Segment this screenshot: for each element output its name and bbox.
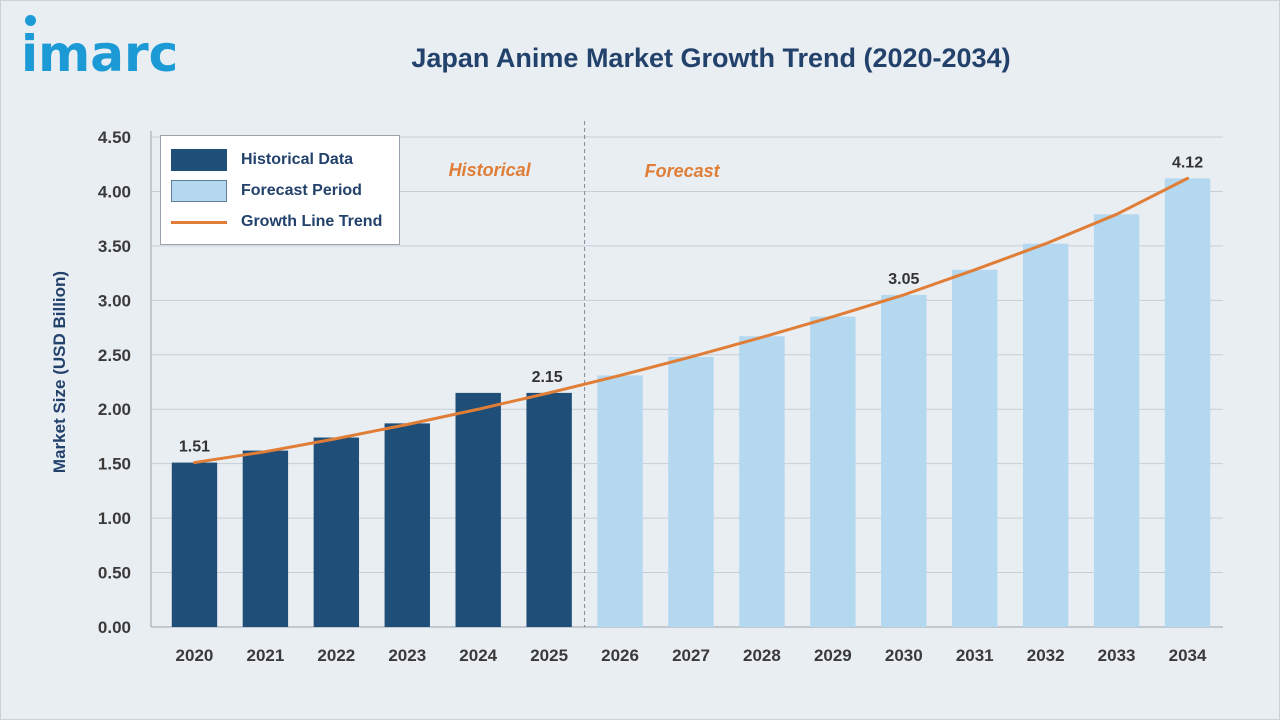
legend-item-historical: Historical Data (171, 148, 353, 172)
legend-item-growth-line: Growth Line Trend (171, 210, 382, 234)
bar-2031 (952, 269, 998, 627)
x-tick-label: 2026 (601, 646, 639, 665)
bar-2023 (384, 423, 430, 627)
x-tick-label: 2028 (743, 646, 781, 665)
y-tick-label: 2.50 (98, 346, 131, 365)
bar-2026 (597, 375, 643, 627)
x-tick-label: 2027 (672, 646, 710, 665)
x-tick-label: 2031 (956, 646, 994, 665)
bar-2025 (526, 392, 572, 627)
bar-2020 (171, 462, 218, 627)
chart-title: Japan Anime Market Growth Trend (2020-20… (411, 43, 1011, 73)
bar-2034 (1164, 178, 1211, 627)
imarc-logo: imarc (21, 25, 179, 83)
x-tick-label: 2029 (814, 646, 852, 665)
chart-legend: Historical Data Forecast Period Growth L… (160, 135, 400, 245)
y-tick-label: 0.50 (98, 564, 131, 583)
data-label-2034: 4.12 (1172, 154, 1203, 171)
x-tick-label: 2021 (246, 646, 284, 665)
forecast-period-label: Forecast (645, 161, 721, 181)
growth-trend-line (192, 176, 1190, 465)
x-tick-label: 2030 (885, 646, 923, 665)
x-tick-label: 2033 (1098, 646, 1136, 665)
y-tick-label: 4.50 (98, 128, 131, 147)
bar-2022 (313, 437, 360, 627)
x-tick-label: 2034 (1169, 646, 1207, 665)
y-tick-label: 0.00 (98, 618, 131, 637)
x-tick-label: 2023 (388, 646, 426, 665)
bar-2032 (1022, 243, 1069, 627)
bar-2024 (455, 392, 501, 627)
historical-period-label: Historical (449, 160, 532, 180)
legend-swatch-forecast (171, 180, 227, 202)
bar-2033 (1093, 214, 1140, 628)
x-tick-label: 2032 (1027, 646, 1065, 665)
legend-label-forecast: Forecast Period (241, 182, 362, 199)
x-tick-label: 2025 (530, 646, 568, 665)
y-tick-label: 1.00 (98, 509, 131, 528)
logo-dot (25, 15, 36, 26)
data-label-2025: 2.15 (532, 369, 563, 386)
y-tick-label: 2.00 (98, 400, 131, 419)
bar-2030 (881, 294, 927, 627)
y-axis-title: Market Size (USD Billion) (50, 271, 69, 473)
x-tick-label: 2020 (176, 646, 214, 665)
data-label-2030: 3.05 (888, 271, 919, 288)
data-label-2020: 1.51 (179, 439, 210, 456)
x-tick-label: 2022 (317, 646, 355, 665)
legend-swatch-historical (171, 149, 227, 171)
bar-2021 (242, 450, 289, 627)
legend-label-growth-line: Growth Line Trend (241, 213, 383, 230)
y-tick-label: 3.50 (98, 237, 131, 256)
bar-2027 (668, 356, 714, 627)
x-tick-label: 2024 (459, 646, 497, 665)
y-tick-label: 4.00 (98, 182, 131, 201)
bar-2029 (810, 316, 856, 627)
y-tick-label: 1.50 (98, 455, 131, 474)
y-tick-label: 3.00 (98, 291, 131, 310)
legend-label-historical: Historical Data (241, 151, 354, 168)
bar-2028 (739, 336, 785, 627)
legend-swatch-growth-line (171, 220, 227, 224)
legend-item-forecast: Forecast Period (171, 179, 362, 203)
